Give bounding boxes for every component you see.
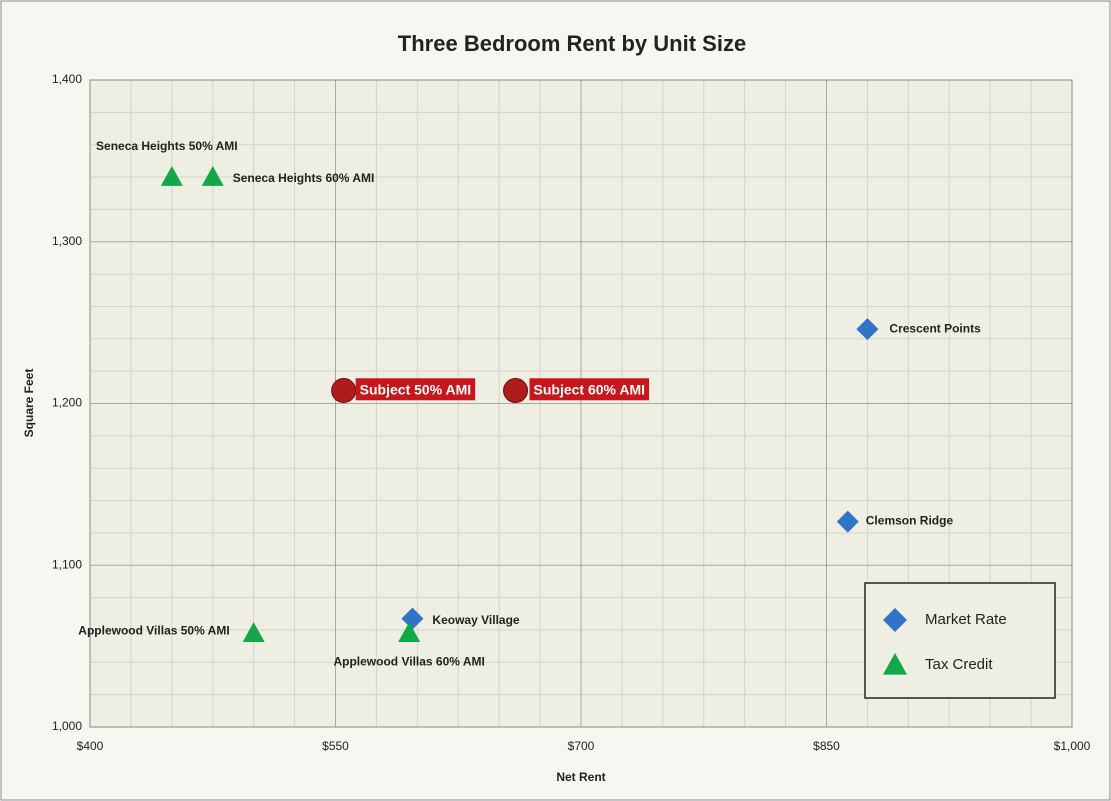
triangle-marker <box>242 622 265 642</box>
circle-marker <box>503 378 529 404</box>
y-tick-label: 1,000 <box>52 719 82 733</box>
diamond-marker <box>883 608 907 632</box>
x-tick-label: $700 <box>568 739 595 753</box>
point-label: Seneca Heights 60% AMI <box>233 171 375 185</box>
plot-border <box>89 79 1073 728</box>
triangle-marker <box>398 622 421 642</box>
x-axis-label: Net Rent <box>556 770 605 784</box>
x-tick-label: $550 <box>322 739 349 753</box>
point-label: Keoway Village <box>432 613 519 627</box>
point-label: Subject 50% AMI <box>360 381 472 397</box>
x-tick-label: $850 <box>813 739 840 753</box>
diamond-marker <box>836 510 859 533</box>
point-label-box <box>529 378 650 401</box>
y-tick-label: 1,400 <box>52 72 82 86</box>
legend-label: Tax Credit <box>925 656 993 673</box>
y-tick-label: 1,200 <box>52 396 82 410</box>
y-axis-label: Square Feet <box>22 369 36 438</box>
x-tick-label: $1,000 <box>1054 739 1091 753</box>
circle-marker <box>331 378 357 404</box>
point-label: Applewood Villas 50% AMI <box>78 623 229 637</box>
diamond-marker <box>401 607 424 630</box>
triangle-marker <box>201 166 224 186</box>
diamond-marker <box>856 318 879 341</box>
point-label-box <box>355 378 476 401</box>
point-label: Clemson Ridge <box>866 514 954 528</box>
triangle-marker <box>160 166 183 186</box>
point-label: Applewood Villas 60% AMI <box>333 654 484 668</box>
chart-title: Three Bedroom Rent by Unit Size <box>398 31 746 56</box>
point-label: Subject 60% AMI <box>534 381 646 397</box>
y-tick-label: 1,300 <box>52 234 82 248</box>
point-label: Crescent Points <box>889 321 981 335</box>
point-label: Seneca Heights 50% AMI <box>96 139 238 153</box>
y-tick-label: 1,100 <box>52 557 82 571</box>
x-tick-label: $400 <box>77 739 104 753</box>
triangle-marker <box>883 653 907 675</box>
legend-box <box>864 582 1056 699</box>
legend-label: Market Rate <box>925 611 1007 628</box>
